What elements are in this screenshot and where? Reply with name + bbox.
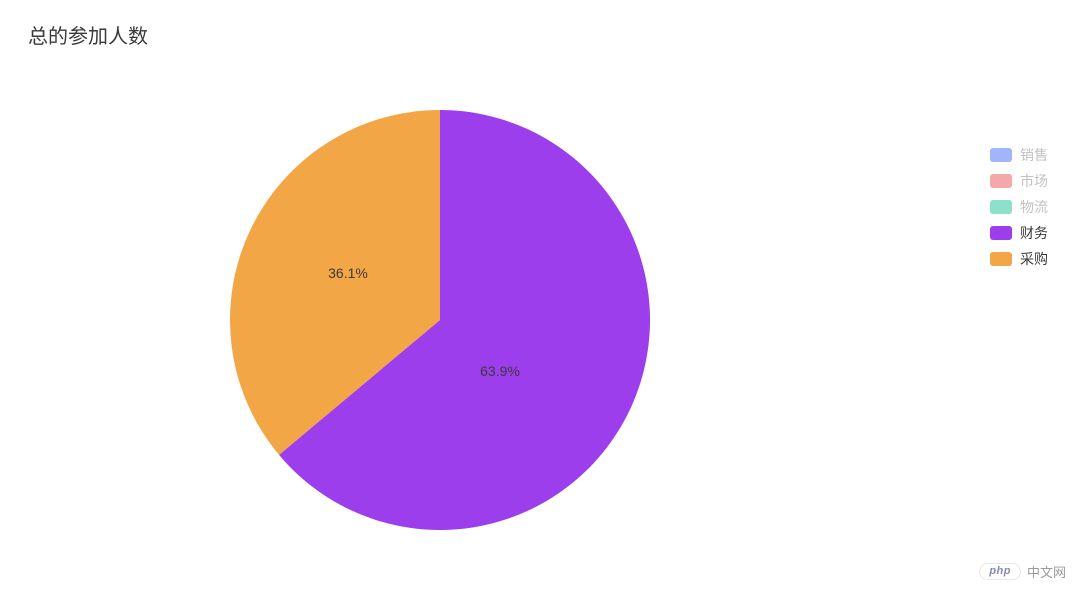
watermark: php 中文网 (979, 562, 1066, 581)
legend-label: 采购 (1020, 249, 1048, 269)
legend-item-财务[interactable]: 财务 (990, 223, 1048, 243)
legend-label: 物流 (1020, 197, 1048, 217)
pie-label-财务: 63.9% (480, 363, 520, 379)
legend-label: 财务 (1020, 223, 1048, 243)
legend-item-销售[interactable]: 销售 (990, 145, 1048, 165)
pie-label-采购: 36.1% (328, 265, 368, 281)
legend-item-物流[interactable]: 物流 (990, 197, 1048, 217)
watermark-badge: php (979, 563, 1021, 580)
legend-swatch (990, 174, 1012, 188)
legend-label: 市场 (1020, 171, 1048, 191)
legend-label: 销售 (1020, 145, 1048, 165)
legend-swatch (990, 200, 1012, 214)
pie-chart: 63.9% 36.1% (200, 80, 680, 560)
legend-swatch (990, 148, 1012, 162)
legend-item-采购[interactable]: 采购 (990, 249, 1048, 269)
watermark-text: 中文网 (1027, 562, 1066, 581)
chart-title: 总的参加人数 (28, 20, 148, 49)
legend-swatch (990, 252, 1012, 266)
legend: 销售市场物流财务采购 (990, 145, 1048, 269)
legend-item-市场[interactable]: 市场 (990, 171, 1048, 191)
legend-swatch (990, 226, 1012, 240)
